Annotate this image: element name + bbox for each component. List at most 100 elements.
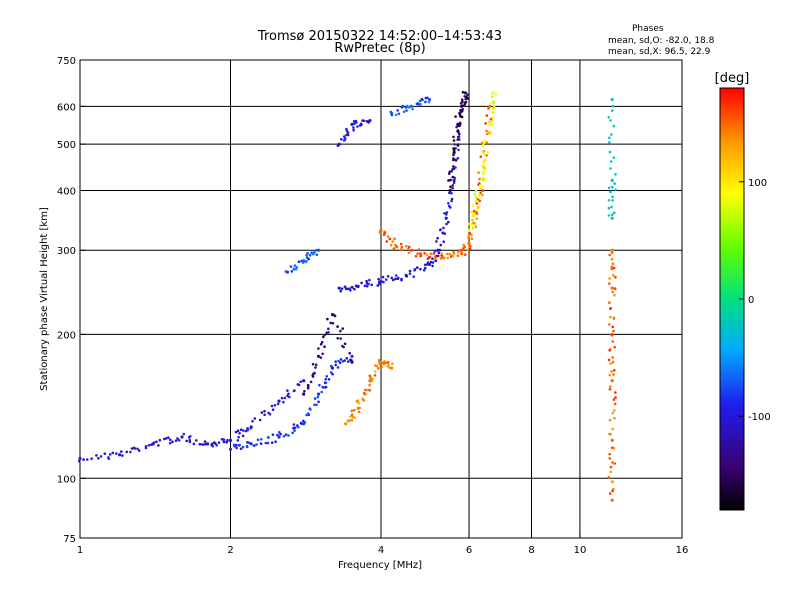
data-point — [462, 243, 466, 247]
data-point — [610, 109, 614, 112]
data-point — [407, 106, 411, 109]
data-point — [365, 284, 369, 288]
data-point — [383, 231, 387, 235]
chart-subtitle: RwPretec (8p) — [334, 41, 425, 56]
data-point — [438, 248, 442, 252]
data-point — [610, 267, 613, 271]
data-point — [330, 364, 333, 368]
data-point — [157, 444, 160, 447]
data-point — [472, 212, 476, 215]
data-point — [613, 345, 616, 349]
data-point — [115, 452, 118, 455]
data-point — [363, 284, 367, 288]
data-point — [445, 211, 449, 214]
data-point — [246, 428, 250, 432]
y-axis-ticks: 75 100 200 300 400 500 600 750 — [57, 56, 86, 545]
data-point — [174, 439, 178, 443]
data-point — [614, 188, 617, 192]
data-point — [423, 266, 427, 270]
data-point — [318, 383, 321, 387]
data-point — [283, 396, 287, 400]
data-point — [337, 286, 341, 290]
data-point — [475, 196, 478, 199]
data-point — [293, 429, 296, 432]
data-point — [228, 447, 233, 451]
data-point — [260, 411, 264, 414]
data-point — [311, 362, 315, 366]
data-point — [487, 107, 490, 110]
data-point — [410, 248, 414, 252]
data-point — [613, 293, 616, 297]
data-point — [486, 151, 490, 154]
data-point — [419, 254, 423, 258]
data-point — [389, 243, 393, 247]
data-point — [317, 400, 320, 404]
data-point — [368, 278, 371, 282]
data-point — [373, 374, 377, 377]
data-point — [458, 112, 461, 115]
data-point — [607, 214, 611, 217]
data-point — [468, 222, 471, 226]
data-point — [611, 195, 614, 199]
data-point — [266, 441, 270, 445]
data-point — [278, 431, 281, 434]
data-point — [419, 102, 422, 106]
data-point — [609, 470, 613, 474]
data-point — [493, 105, 496, 109]
data-point — [411, 107, 415, 111]
data-point — [607, 206, 611, 210]
data-point — [242, 429, 245, 432]
data-point — [350, 360, 354, 364]
data-point — [337, 359, 340, 363]
data-point — [475, 217, 479, 220]
data-point — [461, 100, 464, 104]
data-point — [383, 361, 387, 365]
data-point — [481, 144, 485, 147]
y-axis-label: Stationary phase Virtual Height [km] — [39, 207, 50, 391]
data-point — [610, 498, 614, 502]
x-tick-label: 8 — [528, 545, 534, 556]
data-point — [484, 122, 487, 125]
data-point — [266, 436, 270, 439]
data-point — [461, 90, 465, 94]
data-point — [343, 342, 347, 346]
data-point — [453, 176, 457, 180]
data-point — [384, 278, 388, 281]
data-point — [468, 232, 472, 235]
data-point — [277, 435, 281, 439]
data-point — [611, 427, 614, 431]
data-point — [299, 380, 303, 384]
data-point — [302, 419, 305, 423]
data-point — [339, 329, 342, 333]
data-point — [452, 250, 455, 253]
data-point — [336, 325, 339, 328]
data-point — [229, 439, 232, 442]
data-point — [306, 412, 310, 415]
data-point — [613, 211, 616, 215]
data-point — [610, 438, 614, 442]
data-point — [481, 164, 485, 168]
data-point — [192, 442, 196, 446]
data-point — [481, 193, 484, 197]
x-axis-label: Frequency [MHz] — [338, 560, 422, 571]
data-point — [386, 365, 390, 368]
data-point — [419, 267, 422, 271]
data-point — [270, 441, 274, 445]
data-point — [327, 378, 331, 381]
data-point — [393, 237, 396, 241]
data-point — [296, 383, 300, 386]
data-point — [241, 445, 245, 449]
data-point — [408, 272, 412, 276]
data-point — [259, 442, 263, 446]
data-point — [405, 104, 409, 108]
colorbar-label: [deg] — [715, 71, 750, 86]
data-point — [474, 225, 478, 228]
data-point — [187, 436, 191, 439]
data-point — [340, 287, 344, 291]
data-point — [435, 240, 438, 243]
data-point — [236, 439, 240, 442]
data-point — [612, 124, 616, 128]
data-point — [280, 396, 284, 400]
data-point — [235, 446, 238, 450]
data-point — [608, 150, 612, 154]
